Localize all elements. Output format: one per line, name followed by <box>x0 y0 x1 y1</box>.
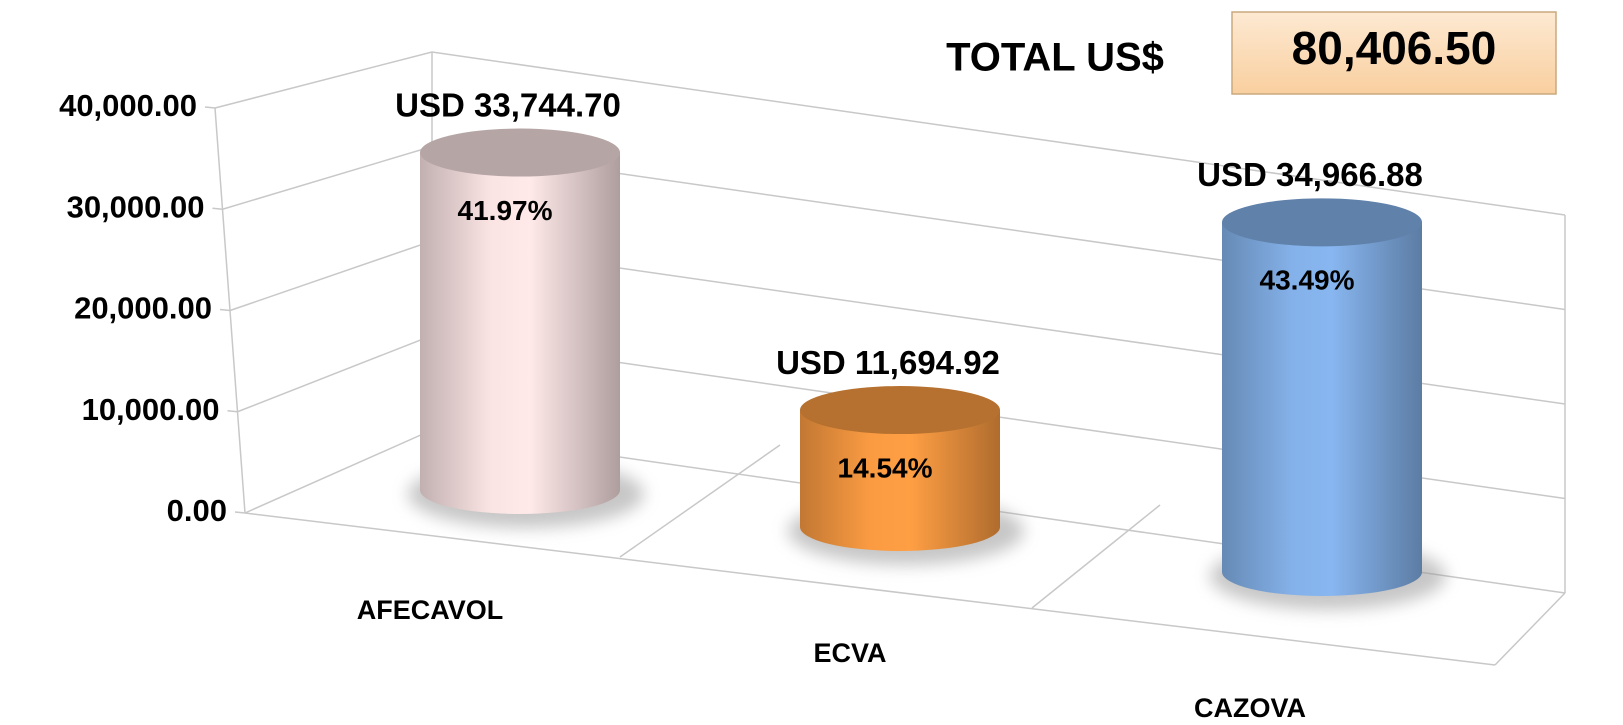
value-label: USD 33,744.70 <box>395 86 621 123</box>
value-label: USD 34,966.88 <box>1197 156 1423 193</box>
y-tick-mark <box>212 207 223 210</box>
bar-top <box>1222 198 1422 247</box>
total-box <box>1231 11 1557 95</box>
plot-walls: 0.00 10,000.00 20,000.00 30,000.00 40,000.00 <box>59 51 1566 666</box>
y-tick-label: 0.00 <box>167 493 227 528</box>
total-label: TOTAL US$ <box>946 36 1164 80</box>
y-tick-label: 20,000.00 <box>74 291 212 326</box>
bar <box>420 152 620 515</box>
total-value: 80,406.50 <box>1292 22 1497 74</box>
y-tick-mark <box>204 106 216 109</box>
value-label: USD 11,694.92 <box>776 344 1000 381</box>
y-tick-mark <box>234 511 246 514</box>
share-label: 43.49% <box>1260 265 1355 296</box>
bar-top <box>800 386 1000 435</box>
x-tick-label: ECVA <box>813 638 886 668</box>
bar-top <box>420 128 620 177</box>
share-label: 41.97% <box>458 195 553 226</box>
y-tick-label: 30,000.00 <box>67 189 205 224</box>
axis-line <box>214 107 246 514</box>
floor-edge <box>1494 592 1566 666</box>
y-tick-mark <box>219 308 231 312</box>
x-tick-label: AFECAVOL <box>357 595 504 625</box>
floor-edge <box>244 512 1496 666</box>
x-tick-label: CAZOVA <box>1194 693 1306 723</box>
y-tick-mark <box>227 410 238 413</box>
floor-divider <box>1031 504 1161 609</box>
bar <box>800 410 1000 551</box>
share-label: 14.54% <box>838 452 933 483</box>
y-tick-label: 40,000.00 <box>59 88 197 123</box>
y-tick-label: 10,000.00 <box>82 392 220 427</box>
bar <box>1222 222 1422 596</box>
floor-divider <box>619 444 781 558</box>
